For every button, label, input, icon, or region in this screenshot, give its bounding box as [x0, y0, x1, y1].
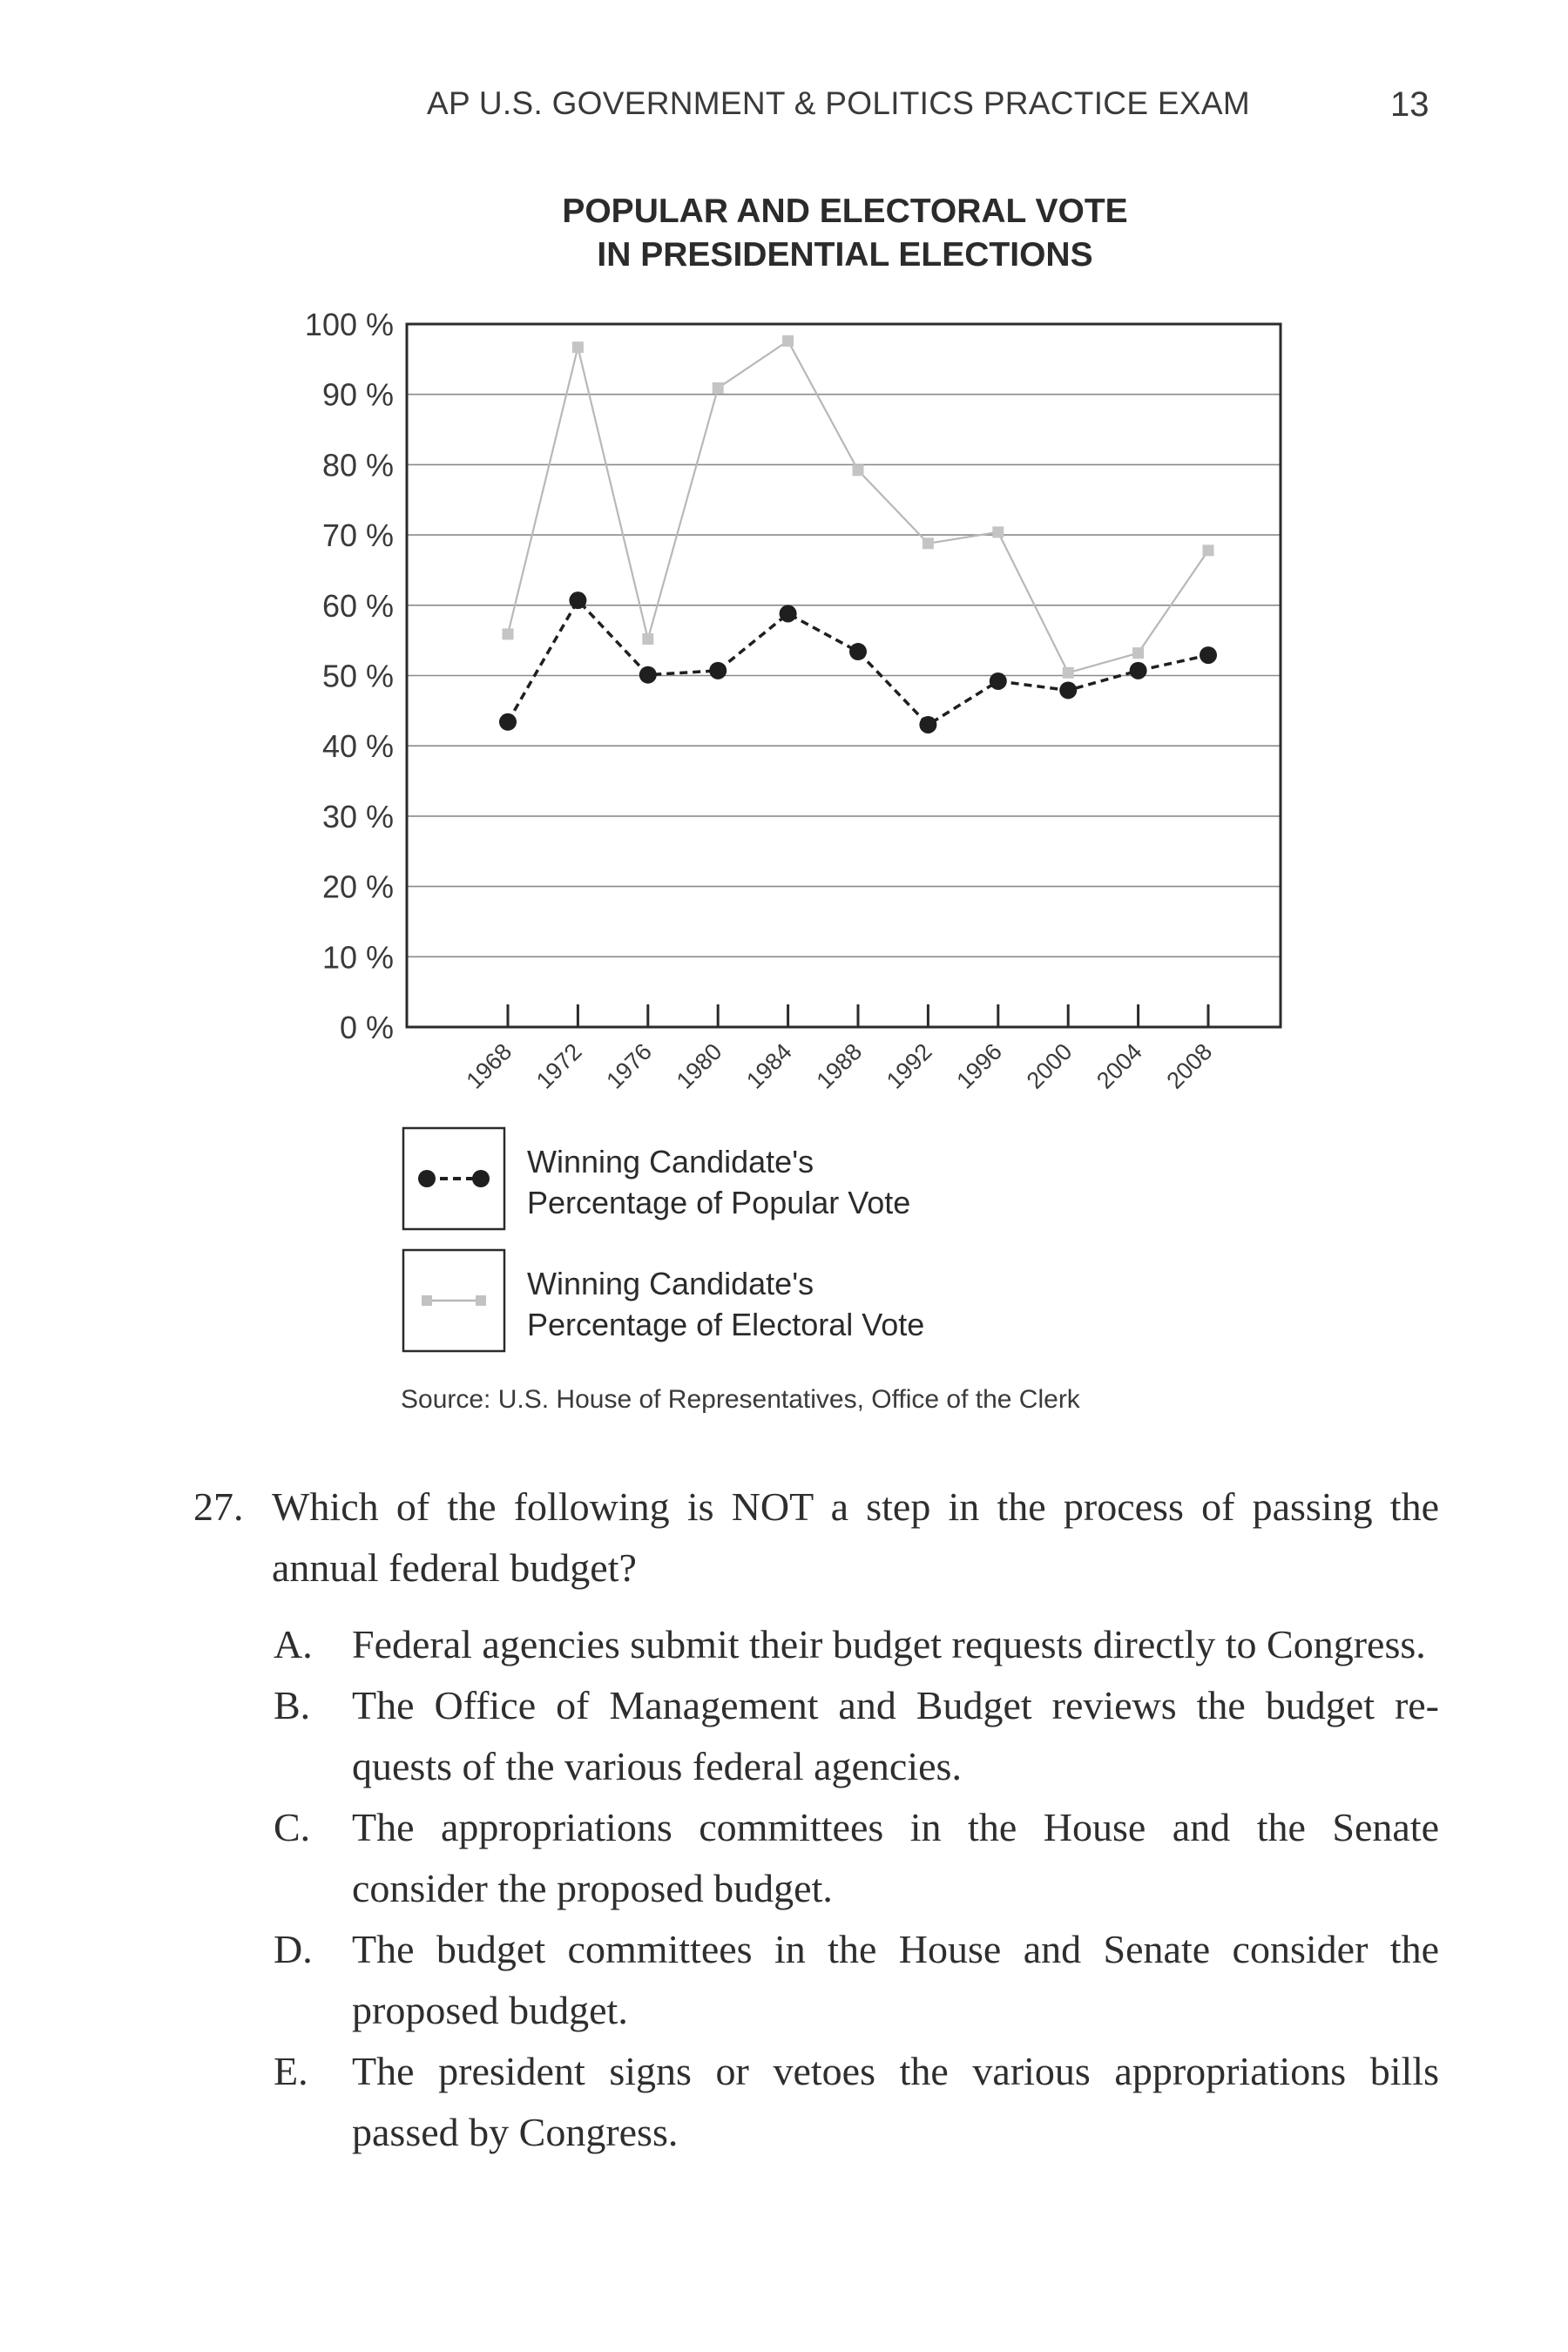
popular-vote-point — [639, 666, 657, 684]
series-line-popular-vote — [506, 598, 1209, 727]
y-tick-label: 30 % — [322, 799, 394, 835]
option-letter: A. — [274, 1622, 313, 1666]
series-layer — [499, 335, 1217, 733]
legend-popular-line-2: Percentage of Popular Vote — [527, 1185, 910, 1220]
y-tick-label: 50 % — [322, 659, 394, 694]
series-line-electoral-vote — [506, 339, 1209, 674]
option-text: Federal agencies submit their budget req… — [352, 1622, 1426, 1666]
y-tick-label: 40 % — [322, 728, 394, 764]
question-stem: 27. Which of the following is NOT a step… — [193, 1477, 1439, 1598]
electoral-vote-point — [922, 537, 934, 550]
legend-box-electoral — [402, 1248, 506, 1353]
electoral-vote-point — [502, 628, 514, 640]
option-e[interactable]: E. The president signs or vetoes the var… — [193, 2041, 1439, 2163]
y-tick-label: 60 % — [322, 588, 394, 624]
option-letter: B. — [274, 1683, 311, 1727]
question-number: 27. — [193, 1484, 244, 1529]
option-d[interactable]: D. The budget committees in the House an… — [193, 1919, 1439, 2041]
legend-popular-marker-right — [472, 1170, 490, 1187]
option-text: The president signs or vetoes the variou… — [352, 2049, 1439, 2154]
option-text: The Office of Management and Budget revi… — [352, 1683, 1439, 1788]
popular-vote-point — [499, 713, 517, 731]
popular-vote-point — [569, 591, 587, 610]
y-tick-label: 20 % — [322, 869, 394, 905]
option-text: The appropriations committees in the Hou… — [352, 1805, 1439, 1910]
question-text: Which of the following is NOT a step in … — [272, 1484, 1439, 1590]
electoral-vote-point — [1062, 666, 1074, 679]
option-letter: C. — [274, 1805, 311, 1849]
x-tick-label: 1988 — [812, 1038, 868, 1094]
x-tick-label: 2004 — [1092, 1038, 1147, 1094]
x-tick-label: 2008 — [1162, 1038, 1218, 1094]
x-tick-label: 1992 — [882, 1038, 937, 1094]
legend-electoral-line-2: Percentage of Electoral Vote — [527, 1307, 924, 1342]
popular-vote-point — [919, 715, 937, 733]
y-tick-label: 100 % — [305, 307, 394, 342]
legend-electoral-marker-left — [422, 1295, 432, 1306]
question-27: 27. Which of the following is NOT a step… — [193, 1477, 1439, 2163]
legend: Winning Candidate's Percentage of Popula… — [402, 1126, 924, 1353]
popular-vote-point — [779, 605, 797, 623]
option-letter: E. — [274, 2049, 308, 2093]
popular-vote-point — [1129, 661, 1147, 679]
y-tick-label: 70 % — [322, 517, 394, 553]
x-tick-label: 1996 — [951, 1038, 1007, 1094]
option-b[interactable]: B. The Office of Management and Budget r… — [193, 1675, 1439, 1797]
chart-title-line-2: IN PRESIDENTIAL ELECTIONS — [597, 236, 1092, 274]
page-number: 13 — [1390, 85, 1429, 124]
y-tick-label: 10 % — [322, 939, 394, 975]
popular-vote-point — [849, 643, 867, 661]
running-head-title: AP U.S. GOVERNMENT & POLITICS PRACTICE E… — [427, 85, 1250, 121]
y-tick-label: 90 % — [322, 377, 394, 413]
legend-electoral-marker-right — [476, 1295, 486, 1306]
electoral-vote-point — [571, 341, 584, 354]
electoral-vote-point — [1132, 647, 1145, 659]
source-note: Source: U.S. House of Representatives, O… — [401, 1385, 1080, 1414]
legend-popular-line-1: Winning Candidate's — [527, 1144, 814, 1179]
electoral-vote-point — [642, 633, 654, 645]
popular-vote-point — [709, 661, 727, 679]
y-tick-label: 0 % — [340, 1010, 394, 1045]
running-head: AP U.S. GOVERNMENT & POLITICS PRACTICE E… — [0, 85, 1568, 138]
x-tick-label: 1976 — [601, 1038, 657, 1094]
x-axis-ticks: 1968 1972 1976 1980 1984 1988 1992 1996 2000 2004… — [462, 1004, 1218, 1094]
electoral-vote-point — [852, 464, 864, 476]
plot-frame — [405, 322, 1282, 1029]
popular-vote-point — [1200, 646, 1217, 665]
electoral-vote-point — [1202, 544, 1214, 557]
x-tick-label: 2000 — [1022, 1038, 1078, 1094]
electoral-vote-point — [782, 335, 794, 347]
option-text: The budget committees in the House and S… — [352, 1927, 1439, 2032]
popular-vote-point — [1059, 681, 1078, 700]
legend-popular-marker-left — [418, 1170, 436, 1187]
y-tick-label: 80 % — [322, 447, 394, 483]
option-a[interactable]: A. Federal agencies submit their budget … — [193, 1614, 1439, 1675]
x-tick-label: 1968 — [462, 1038, 517, 1094]
gridlines — [407, 393, 1281, 958]
x-tick-label: 1980 — [672, 1038, 727, 1094]
electoral-vote-point — [992, 526, 1004, 538]
option-letter: D. — [274, 1927, 313, 1971]
legend-electoral-line-1: Winning Candidate's — [527, 1266, 814, 1301]
popular-vote-point — [989, 672, 1007, 690]
option-c[interactable]: C. The appropriations committees in the … — [193, 1797, 1439, 1919]
legend-box-popular — [402, 1126, 506, 1231]
chart: POPULAR AND ELECTORAL VOTE IN PRESIDENTI… — [305, 193, 1282, 1353]
electoral-vote-point — [712, 382, 724, 394]
x-tick-label: 1972 — [531, 1038, 587, 1094]
chart-title-line-1: POPULAR AND ELECTORAL VOTE — [562, 193, 1127, 230]
y-axis-ticks: 0 % 10 % 20 % 30 % 40 % 50 % 60 % 70 % 80 % 90 % 1… — [305, 307, 394, 1045]
x-tick-label: 1984 — [741, 1038, 797, 1094]
